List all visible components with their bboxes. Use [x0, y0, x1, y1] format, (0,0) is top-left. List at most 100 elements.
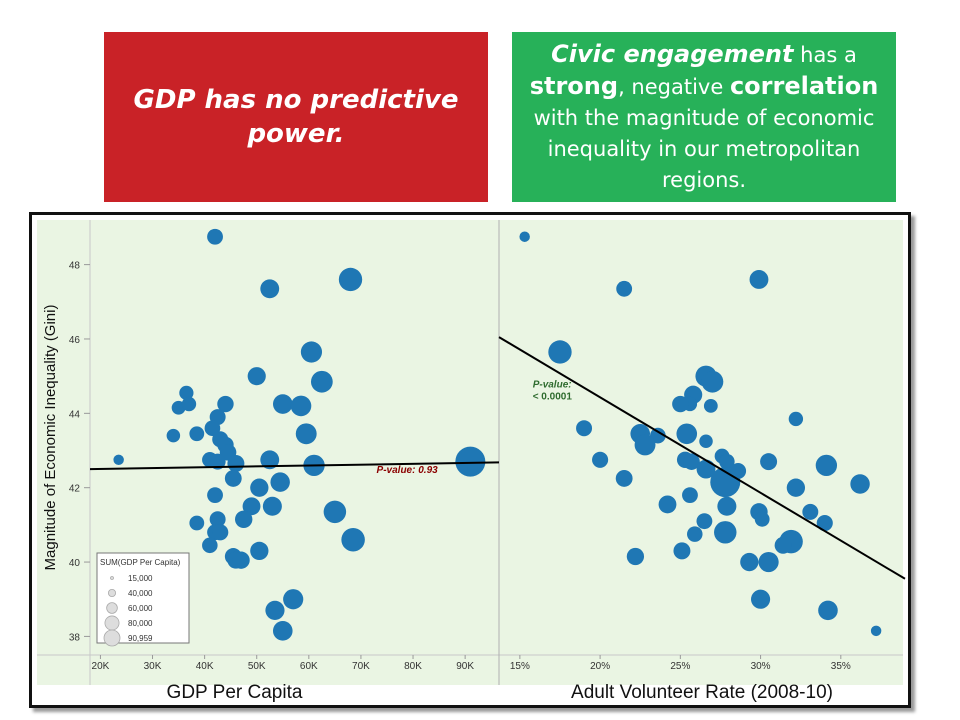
data-point-gdp — [209, 511, 226, 528]
data-point-gdp — [300, 341, 323, 363]
data-point-gdp — [341, 527, 365, 552]
x-axis-title-gdp: GDP Per Capita — [167, 682, 303, 703]
data-point-gdp — [224, 469, 242, 487]
size-legend-swatch — [103, 629, 121, 647]
data-point-volunteer — [740, 552, 759, 572]
callout-strong: strong — [529, 71, 619, 100]
callout-correlation: correlation — [729, 71, 879, 100]
data-point-volunteer — [816, 514, 833, 532]
data-point-gdp — [295, 423, 317, 445]
data-point-volunteer — [774, 536, 792, 554]
data-point-volunteer — [758, 551, 779, 573]
size-legend-swatch — [104, 615, 120, 631]
size-legend-label: 15,000 — [128, 574, 153, 583]
callout-civic-engagement: Civic engagement — [551, 39, 794, 68]
size-legend-label: 90,959 — [128, 634, 153, 643]
data-point-volunteer — [592, 451, 609, 468]
data-point-volunteer — [802, 503, 819, 520]
data-point-gdp — [455, 446, 486, 477]
y-tick-label: 38 — [69, 632, 81, 643]
data-point-gdp — [250, 478, 269, 497]
y-axis-title: Magnitude of Economic Inequality (Gini) — [42, 305, 59, 571]
y-tick-label: 48 — [69, 261, 81, 272]
data-point-gdp — [260, 450, 280, 470]
size-legend-title: SUM(GDP Per Capita) — [100, 558, 181, 567]
data-point-volunteer — [710, 467, 741, 498]
data-point-gdp — [242, 497, 261, 516]
data-point-gdp — [166, 428, 181, 443]
data-point-volunteer — [754, 511, 770, 527]
data-point-gdp — [234, 510, 253, 529]
y-tick-label: 44 — [69, 409, 81, 420]
x-tick-label: 15% — [510, 661, 530, 672]
data-point-volunteer — [548, 340, 572, 364]
data-point-gdp — [262, 496, 282, 516]
x-tick-label: 70K — [352, 661, 370, 672]
data-point-gdp — [283, 589, 304, 610]
data-point-volunteer — [519, 231, 530, 242]
size-legend-label: 40,000 — [128, 589, 153, 598]
data-point-volunteer — [786, 478, 806, 497]
civic-engagement-callout: Civic engagement has a strong, negative … — [512, 32, 896, 202]
data-point-volunteer — [696, 513, 713, 530]
data-point-volunteer — [676, 423, 698, 445]
callout-left-line1: GDP has no predictive — [133, 85, 459, 115]
p-value-gdp: P-value: 0.93 — [377, 465, 439, 476]
size-legend-swatch — [110, 576, 114, 580]
x-tick-label: 50K — [248, 661, 266, 672]
p-value-volunteer: P-value: — [533, 379, 572, 390]
data-point-gdp — [212, 524, 229, 541]
data-point-volunteer — [696, 459, 716, 479]
data-point-volunteer — [682, 487, 698, 504]
x-axis-title-volunteer: Adult Volunteer Rate (2008-10) — [571, 682, 833, 703]
size-legend-label: 80,000 — [128, 619, 153, 628]
data-point-gdp — [247, 367, 266, 386]
data-point-gdp — [217, 395, 234, 413]
x-tick-label: 20K — [92, 661, 110, 672]
p-value-volunteer-2: < 0.0001 — [533, 391, 573, 402]
data-point-volunteer — [701, 370, 724, 393]
data-point-gdp — [272, 394, 293, 414]
data-point-gdp — [227, 455, 245, 473]
data-point-volunteer — [714, 521, 737, 544]
data-point-gdp — [204, 420, 221, 437]
data-point-gdp — [189, 515, 205, 531]
callout-right-line4: inequality in our metropolitan — [547, 136, 861, 161]
data-point-gdp — [338, 267, 363, 292]
data-point-volunteer — [672, 395, 689, 413]
x-tick-label: 40K — [196, 661, 214, 672]
chart-frame: 38 40 42 44 46 48 Magnitude of Economic Inequa… — [29, 212, 911, 708]
data-point-volunteer — [870, 625, 882, 637]
data-point-volunteer — [719, 453, 735, 470]
callout-negative: , negative — [618, 74, 730, 99]
callout-right-line2: strong, negative correlation — [530, 71, 879, 103]
data-point-volunteer — [687, 526, 703, 542]
data-point-volunteer — [750, 589, 771, 609]
data-point-gdp — [323, 500, 347, 524]
data-point-gdp — [207, 228, 223, 245]
x-tick-label: 80K — [404, 661, 422, 672]
y-tick-label: 46 — [69, 335, 81, 346]
data-point-volunteer — [850, 474, 870, 494]
data-point-volunteer — [615, 469, 633, 487]
callout-right-line1: Civic engagement has a — [551, 39, 857, 71]
x-tick-label: 35% — [831, 661, 851, 672]
size-legend-label: 60,000 — [128, 604, 153, 613]
data-point-gdp — [209, 453, 226, 470]
x-tick-label: 30% — [751, 661, 771, 672]
x-tick-label: 90K — [456, 661, 474, 672]
data-point-gdp — [202, 537, 218, 554]
data-point-gdp — [310, 370, 333, 393]
data-point-gdp — [250, 541, 269, 561]
data-point-volunteer — [818, 600, 838, 621]
callout-right-line5: regions. — [661, 167, 747, 192]
data-point-gdp — [272, 621, 293, 641]
data-point-gdp — [207, 487, 223, 504]
data-point-volunteer — [760, 453, 778, 471]
y-tick-label: 40 — [69, 558, 81, 569]
data-point-gdp — [232, 551, 250, 569]
x-tick-label: 25% — [670, 661, 690, 672]
data-point-volunteer — [699, 434, 713, 448]
data-point-volunteer — [683, 453, 700, 470]
data-point-volunteer — [788, 411, 804, 427]
